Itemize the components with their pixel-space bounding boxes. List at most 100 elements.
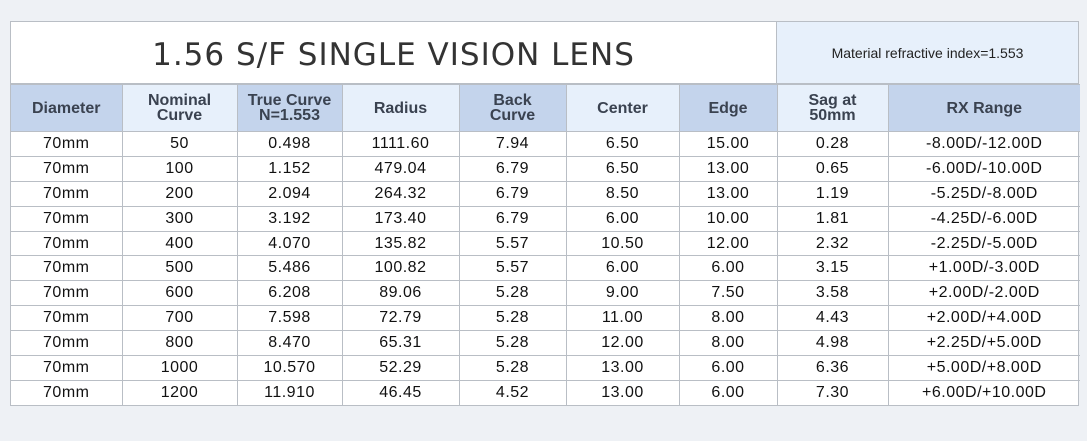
cell-center: 12.00	[565, 330, 680, 357]
cell-edge: 6.00	[678, 255, 778, 282]
cell-center: 6.50	[565, 155, 680, 182]
header-row: Diameter Nominal Curve True Curve N=1.553 Rad…	[11, 84, 1080, 132]
cell-nominal-curve: 600	[121, 280, 238, 307]
cell-diameter: 70mm	[11, 330, 123, 357]
column-header-text: Sag at	[808, 92, 857, 109]
column-header-text: Nominal	[147, 92, 212, 109]
cell-true-curve: 4.070	[236, 230, 343, 257]
lens-spec-sheet: 1.56 S/F SINGLE VISION LENS Material ref…	[10, 21, 1080, 407]
cell-radius: 1111.60	[341, 131, 460, 157]
cell-radius: 479.04	[341, 155, 460, 182]
cell-back-curve: 6.79	[458, 205, 567, 232]
column-header-text: N=1.553	[259, 107, 320, 124]
cell-edge: 8.00	[678, 330, 778, 357]
table-row: 70mm 500 5.486 100.82 5.57 6.00 6.00 3.15 +1.00D…	[11, 255, 1080, 282]
cell-diameter: 70mm	[11, 355, 123, 381]
cell-nominal-curve: 400	[121, 230, 238, 257]
table-row: 70mm 800 8.470 65.31 5.28 12.00 8.00 4.98 +2.25D…	[11, 330, 1080, 357]
column-header-back-curve: Back Curve	[458, 84, 567, 132]
column-header-text: Diameter	[32, 99, 101, 117]
cell-center: 11.00	[565, 305, 680, 332]
column-header-text: Radius	[373, 99, 428, 117]
table-body: 70mm 50 0.498 1111.60 7.94 6.50 15.00 0.28 -8.00…	[11, 131, 1080, 406]
cell-back-curve: 5.57	[458, 230, 567, 257]
cell-radius: 89.06	[341, 280, 460, 307]
cell-nominal-curve: 500	[121, 255, 238, 282]
column-header-edge: Edge	[678, 84, 778, 132]
cell-center: 9.00	[565, 280, 680, 307]
cell-rx-range: -8.00D/-12.00D	[887, 131, 1080, 157]
cell-nominal-curve: 50	[121, 131, 238, 157]
column-header-true-curve: True Curve N=1.553	[236, 84, 343, 132]
title-row: 1.56 S/F SINGLE VISION LENS Material ref…	[11, 22, 1078, 84]
cell-rx-range: -6.00D/-10.00D	[887, 155, 1080, 182]
column-header-text: True Curve	[247, 92, 332, 109]
cell-diameter: 70mm	[11, 305, 123, 332]
cell-nominal-curve: 800	[121, 330, 238, 357]
cell-rx-range: +1.00D/-3.00D	[887, 255, 1080, 282]
cell-edge: 15.00	[678, 131, 778, 157]
cell-back-curve: 6.79	[458, 155, 567, 182]
cell-edge: 13.00	[678, 155, 778, 182]
table-row: 70mm 50 0.498 1111.60 7.94 6.50 15.00 0.28 -8.00…	[11, 131, 1080, 157]
column-header-text: RX Range	[946, 99, 1023, 117]
table-row: 70mm 1200 11.910 46.45 4.52 13.00 6.00 7.30 +6.0…	[11, 379, 1080, 406]
cell-sag-at-50mm: 4.43	[776, 305, 889, 332]
cell-back-curve: 5.28	[458, 330, 567, 357]
cell-nominal-curve: 1000	[121, 355, 238, 381]
cell-rx-range: +2.00D/+4.00D	[887, 305, 1080, 332]
column-header-sag-at-50mm: Sag at 50mm	[776, 84, 889, 132]
cell-true-curve: 3.192	[236, 205, 343, 232]
cell-radius: 135.82	[341, 230, 460, 257]
cell-center: 6.00	[565, 205, 680, 232]
cell-back-curve: 4.52	[458, 379, 567, 406]
table-row: 70mm 300 3.192 173.40 6.79 6.00 10.00 1.81 -4.25…	[11, 205, 1080, 232]
cell-nominal-curve: 200	[121, 180, 238, 207]
cell-true-curve: 6.208	[236, 280, 343, 307]
cell-sag-at-50mm: 1.81	[776, 205, 889, 232]
cell-true-curve: 10.570	[236, 355, 343, 381]
cell-sag-at-50mm: 7.30	[776, 379, 889, 406]
cell-rx-range: +6.00D/+10.00D	[887, 379, 1080, 406]
cell-back-curve: 5.28	[458, 305, 567, 332]
cell-back-curve: 5.57	[458, 255, 567, 282]
cell-sag-at-50mm: 2.32	[776, 230, 889, 257]
column-header-text: Back	[493, 92, 532, 109]
table-row: 70mm 200 2.094 264.32 6.79 8.50 13.00 1.19 -5.25…	[11, 180, 1080, 207]
table-row: 70mm 1000 10.570 52.29 5.28 13.00 6.00 6.36 +5.0…	[11, 355, 1080, 381]
cell-center: 6.50	[565, 131, 680, 157]
cell-sag-at-50mm: 6.36	[776, 355, 889, 381]
cell-nominal-curve: 1200	[121, 379, 238, 406]
cell-diameter: 70mm	[11, 205, 123, 232]
cell-true-curve: 0.498	[236, 131, 343, 157]
cell-sag-at-50mm: 3.15	[776, 255, 889, 282]
cell-rx-range: -5.25D/-8.00D	[887, 180, 1080, 207]
cell-radius: 46.45	[341, 379, 460, 406]
cell-rx-range: -4.25D/-6.00D	[887, 205, 1080, 232]
cell-true-curve: 5.486	[236, 255, 343, 282]
cell-rx-range: -2.25D/-5.00D	[887, 230, 1080, 257]
cell-diameter: 70mm	[11, 230, 123, 257]
cell-radius: 100.82	[341, 255, 460, 282]
column-header-text: Edge	[708, 99, 748, 117]
table-row: 70mm 600 6.208 89.06 5.28 9.00 7.50 3.58 +2.00D/…	[11, 280, 1080, 307]
cell-diameter: 70mm	[11, 255, 123, 282]
spec-table: Diameter Nominal Curve True Curve N=1.553 Rad…	[11, 84, 1080, 406]
cell-true-curve: 11.910	[236, 379, 343, 406]
cell-true-curve: 8.470	[236, 330, 343, 357]
cell-rx-range: +2.00D/-2.00D	[887, 280, 1080, 307]
table-row: 70mm 700 7.598 72.79 5.28 11.00 8.00 4.43 +2.00D…	[11, 305, 1080, 332]
cell-radius: 72.79	[341, 305, 460, 332]
cell-true-curve: 7.598	[236, 305, 343, 332]
cell-nominal-curve: 100	[121, 155, 238, 182]
cell-edge: 12.00	[678, 230, 778, 257]
cell-back-curve: 7.94	[458, 131, 567, 157]
table-row: 70mm 100 1.152 479.04 6.79 6.50 13.00 0.65 -6.00…	[11, 155, 1080, 182]
cell-sag-at-50mm: 0.28	[776, 131, 889, 157]
cell-edge: 6.00	[678, 355, 778, 381]
column-header-center: Center	[565, 84, 680, 132]
cell-diameter: 70mm	[11, 180, 123, 207]
table-row: 70mm 400 4.070 135.82 5.57 10.50 12.00 2.32 -2.2…	[11, 230, 1080, 257]
cell-nominal-curve: 300	[121, 205, 238, 232]
cell-center: 13.00	[565, 355, 680, 381]
